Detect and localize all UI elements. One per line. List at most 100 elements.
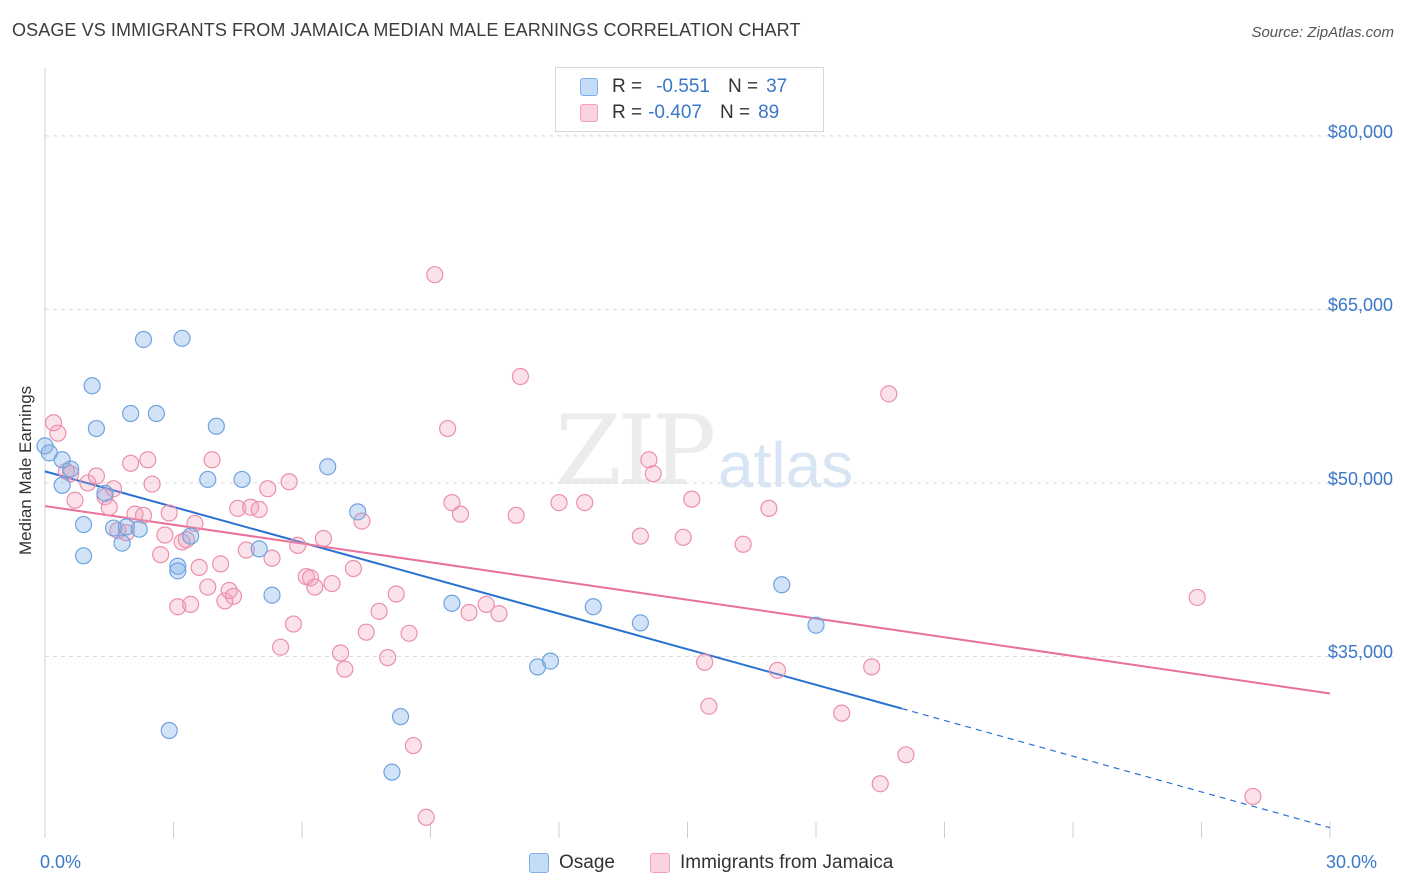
- point-jamaica: [511, 367, 530, 386]
- point-jamaica: [477, 595, 495, 614]
- point-jamaica: [62, 465, 80, 483]
- point-osage: [53, 476, 71, 494]
- point-jamaica: [357, 623, 375, 641]
- point-jamaica: [451, 505, 470, 523]
- point-jamaica: [768, 661, 787, 679]
- point-jamaica: [143, 475, 161, 493]
- point-osage: [250, 540, 268, 558]
- point-jamaica: [443, 493, 461, 512]
- point-jamaica: [644, 465, 662, 483]
- point-jamaica: [212, 555, 230, 573]
- point-jamaica: [323, 574, 341, 593]
- point-jamaica: [863, 658, 881, 676]
- point-jamaica: [426, 266, 444, 284]
- axes: [44, 68, 1331, 838]
- point-jamaica: [139, 451, 157, 469]
- point-jamaica: [400, 624, 418, 642]
- legend-row-osage: R = -0.551 N = 37: [580, 75, 787, 99]
- trend-line-osage: [44, 470, 902, 710]
- point-osage: [104, 519, 123, 537]
- point-jamaica: [203, 451, 221, 469]
- point-jamaica: [199, 578, 217, 596]
- point-jamaica: [490, 605, 508, 623]
- legend-r-label: R =: [612, 102, 643, 123]
- point-jamaica: [1244, 787, 1262, 806]
- bottom-legend-label-osage: Osage: [559, 852, 615, 873]
- point-osage: [169, 562, 187, 580]
- point-osage: [443, 594, 461, 612]
- point-osage: [113, 534, 131, 552]
- trend-lines: [44, 470, 1331, 829]
- point-osage: [169, 557, 187, 575]
- watermark-zip: ZIP: [555, 395, 716, 507]
- correlation-legend: R = -0.551 N = 37 R = -0.407 N = 89: [555, 67, 824, 132]
- point-jamaica: [379, 649, 397, 667]
- point-jamaica: [700, 697, 718, 715]
- point-osage: [147, 404, 165, 423]
- point-jamaica: [224, 587, 243, 605]
- point-osage: [807, 616, 825, 634]
- point-jamaica: [439, 419, 457, 438]
- point-jamaica: [271, 638, 290, 656]
- point-jamaica: [314, 529, 333, 548]
- point-jamaica: [237, 541, 255, 559]
- point-osage: [96, 484, 114, 502]
- point-osage: [182, 527, 200, 545]
- point-jamaica: [284, 615, 303, 633]
- point-jamaica: [156, 526, 174, 544]
- legend-swatch-osage: [580, 78, 598, 96]
- legend-n-value-jamaica: 89: [758, 102, 780, 123]
- point-osage: [349, 503, 367, 521]
- point-osage: [199, 470, 217, 489]
- point-jamaica: [404, 736, 422, 755]
- point-osage: [53, 451, 71, 469]
- point-jamaica: [387, 585, 405, 603]
- point-jamaica: [631, 527, 649, 545]
- point-osage: [263, 586, 281, 604]
- point-jamaica: [760, 499, 778, 517]
- point-jamaica: [134, 506, 153, 524]
- point-jamaica: [417, 808, 435, 826]
- point-osage: [584, 598, 602, 616]
- point-jamaica: [100, 498, 118, 516]
- point-osage: [383, 763, 401, 781]
- point-jamaica: [331, 644, 350, 662]
- point-jamaica: [683, 490, 701, 508]
- point-jamaica: [169, 598, 187, 616]
- point-jamaica: [87, 467, 106, 485]
- legend-n-label: N =: [719, 102, 751, 123]
- point-osage: [134, 330, 153, 349]
- point-osage: [87, 419, 106, 438]
- point-jamaica: [576, 493, 594, 512]
- bottom-legend-label-jamaica: Immigrants from Jamaica: [680, 852, 894, 873]
- gridlines: [45, 135, 1395, 657]
- data-points: [36, 266, 1262, 826]
- y-tick-label: $50,000: [1327, 468, 1393, 489]
- point-jamaica: [250, 500, 268, 519]
- point-osage: [773, 576, 791, 594]
- point-jamaica: [289, 536, 307, 554]
- point-jamaica: [880, 385, 898, 403]
- point-jamaica: [897, 746, 915, 764]
- point-jamaica: [336, 660, 354, 678]
- bottom-legend-swatch-jamaica: [650, 853, 670, 873]
- y-tick-label: $35,000: [1327, 642, 1393, 663]
- point-jamaica: [280, 473, 298, 491]
- x-tick-label-min: 0.0%: [40, 852, 82, 872]
- point-jamaica: [1188, 588, 1206, 607]
- point-jamaica: [66, 491, 84, 509]
- point-osage: [541, 652, 560, 670]
- point-jamaica: [229, 499, 247, 517]
- point-jamaica: [79, 474, 97, 492]
- point-osage: [233, 470, 251, 489]
- legend-row-jamaica: R = -0.407 N = 89: [580, 101, 779, 125]
- point-jamaica: [186, 514, 204, 533]
- point-osage: [74, 515, 93, 534]
- chart-title: OSAGE VS IMMIGRANTS FROM JAMAICA MEDIAN …: [12, 20, 801, 40]
- point-jamaica: [44, 414, 63, 432]
- point-osage: [319, 458, 337, 476]
- point-jamaica: [259, 480, 277, 498]
- point-jamaica: [182, 595, 200, 614]
- point-jamaica: [833, 704, 851, 722]
